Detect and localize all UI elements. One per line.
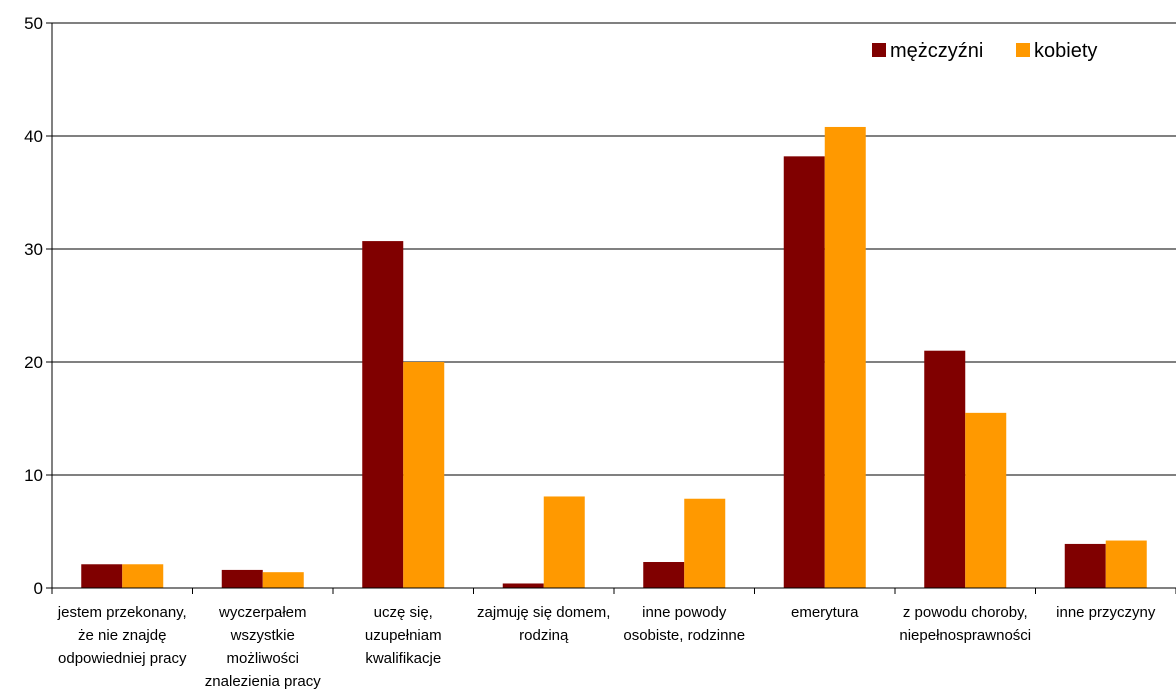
- x-tick-label: rodziną: [519, 627, 569, 644]
- x-tick-label: uczę się,: [374, 604, 433, 621]
- x-tick-label: że nie znajdę: [78, 627, 166, 644]
- y-tick-label: 50: [24, 14, 43, 33]
- bar: [1105, 540, 1147, 588]
- bar: [965, 412, 1007, 588]
- bar: [122, 564, 164, 588]
- legend-label: mężczyźni: [890, 40, 983, 62]
- x-tick-label: odpowiedniej pracy: [58, 650, 187, 667]
- x-tick-label: uzupełniam: [365, 627, 442, 644]
- x-tick-label: jestem przekonany,: [57, 604, 187, 621]
- x-tick-label: z powodu choroby,: [903, 604, 1028, 621]
- bar: [81, 564, 123, 588]
- legend-label: kobiety: [1034, 40, 1097, 62]
- bar: [783, 156, 825, 588]
- y-axis-ticks: 0 10 20 30 40 50: [24, 14, 52, 598]
- y-tick-label: 20: [24, 353, 43, 372]
- x-tick-label: emerytura: [791, 604, 859, 621]
- axes: [51, 23, 1176, 594]
- x-tick-label: zajmuję się domem,: [477, 604, 610, 621]
- legend-swatch: [872, 43, 886, 57]
- y-tick-label: 10: [24, 466, 43, 485]
- y-tick-label: 0: [34, 579, 43, 598]
- bar: [262, 572, 304, 588]
- x-tick-label: kwalifikacje: [365, 650, 441, 667]
- bar: [403, 362, 445, 588]
- x-tick-label: znalezienia pracy: [205, 673, 321, 690]
- x-axis-labels: jestem przekonany, że nie znajdę odpowiedn…: [57, 604, 1156, 690]
- grid-lines: [52, 22, 1176, 476]
- legend: mężczyźni kobiety: [872, 40, 1097, 62]
- bar: [502, 583, 544, 588]
- x-tick-label: wszystkie: [230, 627, 295, 644]
- bar: [824, 126, 866, 589]
- bar: [924, 350, 966, 588]
- legend-swatch: [1016, 43, 1030, 57]
- x-tick-label: możliwości: [226, 650, 299, 667]
- x-tick-label: niepełnosprawności: [899, 627, 1031, 644]
- x-tick-label: inne powody: [642, 604, 727, 621]
- x-tick-label: osobiste, rodzinne: [623, 627, 745, 644]
- y-tick-label: 40: [24, 127, 43, 146]
- x-tick-label: inne przyczyny: [1056, 604, 1156, 621]
- bar: [221, 569, 263, 588]
- bar: [684, 498, 726, 588]
- bar: [643, 562, 685, 588]
- bars: [81, 126, 1147, 589]
- y-tick-label: 30: [24, 240, 43, 259]
- bar: [362, 241, 404, 588]
- bar: [1064, 543, 1106, 588]
- x-tick-label: wyczerpałem: [218, 604, 307, 621]
- bar: [543, 496, 585, 588]
